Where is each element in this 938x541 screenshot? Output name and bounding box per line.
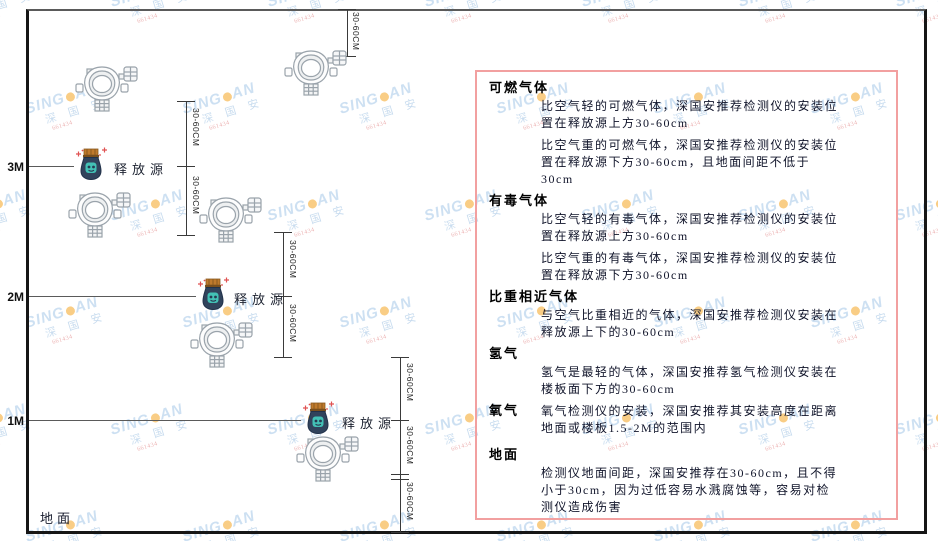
dimension-tick [391,357,409,358]
section-paragraph: 与空气比重相近的气体，深国安推荐检测仪安装在释放源上下的30-60cm [541,308,839,339]
dimension-tick [391,479,409,480]
gas-detector-icon [68,192,131,238]
section-paragraph: 氧气检测仪的安装，深国安推荐其安装高度在距离地面或楼板1.5-2M的范围内 [541,404,839,435]
dimension-line-2m [283,233,284,358]
dimension-tick [391,474,409,475]
dimension-tick [391,532,409,533]
section-paragraph: 比空气轻的有毒气体，深国安推荐检测仪的安装位置在释放源上方30-60cm [541,212,839,243]
section-body: 与空气比重相近的气体，深国安推荐检测仪安装在释放源上下的30-60cm [485,307,888,341]
dimension-line-ceiling [347,10,348,57]
level-line-1m [29,420,301,421]
watermark-code: 661434 [680,537,739,541]
watermark-code: 661434 [366,537,425,541]
dimension-tick [177,235,195,236]
dimension-line-1m [400,358,401,533]
section-body: 比空气轻的有毒气体，深国安推荐检测仪的安装位置在释放源上方30-60cm 比空气重… [485,211,888,284]
section-paragraph: 检测仪地面间距，深国安推荐在30-60cm，且不得小于30cm，因为过低容易水溅… [541,466,838,514]
guideline-section: 比重相近气体 与空气比重相近的气体，深国安推荐检测仪安装在释放源上下的30-60… [485,289,888,341]
dimension-tick [177,101,195,102]
dimension-label: 30-60CM [288,304,298,343]
dimension-label: 30-60CM [191,108,201,147]
gas-detector-icon [75,66,138,112]
section-paragraph: 氢气是最轻的气体，深国安推荐氢气检测仪安装在楼板面下方的30-60cm [541,365,839,396]
section-paragraph: 比空气重的可燃气体，深国安推荐检测仪的安装位置在释放源下方30-60cm，且地面… [541,138,839,186]
release-source-icon [75,147,108,181]
guideline-section: 氧气 氧气检测仪的安装，深国安推荐其安装高度在距离地面或楼板1.5-2M的范围内 [485,403,888,437]
release-source-icon [197,277,230,311]
guideline-section: 有毒气体 比空气轻的有毒气体，深国安推荐检测仪的安装位置在释放源上方30-60c… [485,193,888,284]
dimension-tick [338,56,356,57]
section-paragraph: 比空气轻的可燃气体，深国安推荐检测仪的安装位置在释放源上方30-60cm [541,99,839,130]
axis-label-1m: 1M [7,414,24,428]
dimension-tick [177,166,195,167]
dimension-tick [274,296,292,297]
dimension-label: 30-60CM [405,426,415,465]
ground-label: 地面 [40,511,75,526]
guideline-section: 可燃气体 比空气轻的可燃气体，深国安推荐检测仪的安装位置在释放源上方30-60c… [485,80,888,188]
gas-detector-icon [190,322,253,368]
watermark-code: 661434 [837,537,896,541]
section-body: 氧气检测仪的安装，深国安推荐其安装高度在距离地面或楼板1.5-2M的范围内 [485,403,888,437]
release-source-label: 释放源 [114,162,169,177]
brand-dot-icon [934,411,938,424]
axis-label-2m: 2M [7,290,24,304]
watermark-code: 661434 [52,537,111,541]
section-body: 氢气是最轻的气体，深国安推荐氢气检测仪安装在楼板面下方的30-60cm [485,364,888,398]
dimension-label: 30-60CM [288,240,298,279]
dimension-tick [338,9,356,10]
gas-detector-icon [284,50,347,96]
dimension-label: 30-60CM [191,176,201,215]
release-source-icon [302,401,335,435]
dimension-label: 30-60CM [405,363,415,402]
dimension-label: 30-60CM [351,12,361,51]
section-heading: 氢气 [489,346,520,361]
gas-detector-icon [199,197,262,243]
dimension-tick [274,232,292,233]
level-line-2m [29,296,196,297]
guideline-panel: 可燃气体 比空气轻的可燃气体，深国安推荐检测仪的安装位置在释放源上方30-60c… [475,70,898,520]
watermark-code: 661434 [523,537,582,541]
level-line-3m [29,166,74,167]
section-heading: 地面 [489,447,520,462]
section-heading: 比重相近气体 [489,289,580,304]
brand-dot-icon [934,197,938,210]
section-body: 检测仪地面间距，深国安推荐在30-60cm，且不得小于30cm，因为过低容易水溅… [485,465,888,516]
release-source-label: 释放源 [234,292,289,307]
release-source-label: 释放源 [342,416,397,431]
guideline-section: 氢气 氢气是最轻的气体，深国安推荐氢气检测仪安装在楼板面下方的30-60cm [485,346,888,398]
section-heading: 有毒气体 [489,193,550,208]
dimension-tick [274,357,292,358]
section-body: 比空气轻的可燃气体，深国安推荐检测仪的安装位置在释放源上方30-60cm 比空气重… [485,98,888,188]
section-paragraph: 比空气重的有毒气体，深国安推荐检测仪的安装位置在释放源下方30-60cm [541,251,839,282]
dimension-label: 30-60CM [405,482,415,521]
watermark-code: 661434 [209,537,268,541]
room-frame [26,9,927,534]
section-heading: 可燃气体 [489,80,550,95]
brand-dot-icon [0,411,4,424]
axis-label-3m: 3M [7,160,24,174]
dimension-tick [391,420,409,421]
dimension-line-3m [186,102,187,236]
gas-detector-icon [296,436,359,482]
section-heading: 氧气 [489,403,520,418]
guideline-section: 地面 检测仪地面间距，深国安推荐在30-60cm，且不得小于30cm，因为过低容… [485,447,888,516]
brand-dot-icon [0,197,4,210]
